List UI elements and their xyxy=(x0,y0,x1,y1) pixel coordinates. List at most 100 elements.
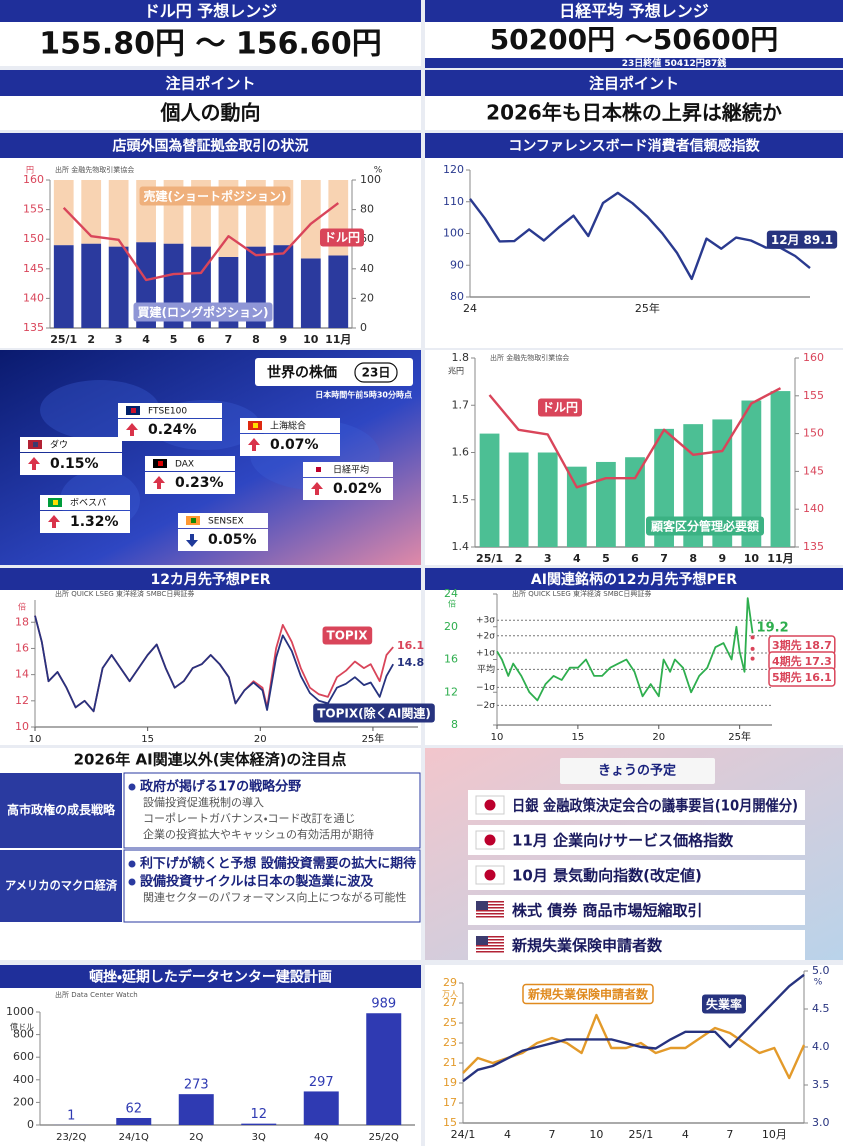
y-tick-label: 1.7 xyxy=(452,398,470,411)
y-tick-label: 16 xyxy=(15,641,29,654)
y2-tick-label: 20 xyxy=(360,291,374,304)
forecast-dot xyxy=(750,635,755,640)
x-tick-label: 4 xyxy=(142,333,150,346)
source-note: 出所 金融先物取引業協会 xyxy=(55,165,134,174)
flag-us-canton xyxy=(476,936,488,945)
row-label-cell xyxy=(0,773,122,848)
arrow-up xyxy=(126,423,138,436)
forecast-name: 5期先 xyxy=(772,670,802,684)
focus-panel xyxy=(425,96,843,130)
schedule-item xyxy=(468,825,805,855)
stock-change: 0.23% xyxy=(175,475,224,491)
y2-tick-label: 150 xyxy=(803,427,824,440)
schedule-item xyxy=(468,895,805,925)
x-tick-label: 25/2Q xyxy=(369,1132,399,1143)
x-tick-label: 10 xyxy=(744,552,760,565)
y-tick-label: 25 xyxy=(443,1016,457,1029)
bar xyxy=(53,180,74,246)
y-tick-label: 160 xyxy=(23,173,44,186)
source-note: 出所 Data Center Watch xyxy=(55,990,138,999)
y2-tick-label: 135 xyxy=(803,540,824,553)
chart-header xyxy=(425,568,843,590)
y-axis-label: 万人 xyxy=(442,990,458,999)
flag-mark xyxy=(53,500,58,505)
y-tick-label: 80 xyxy=(450,290,464,303)
x-tick-label: 25年 xyxy=(362,732,385,745)
x-tick-label: 3Q xyxy=(252,1132,266,1143)
bar-value-label: 273 xyxy=(184,1078,209,1093)
flag-mark xyxy=(191,518,196,523)
y-tick-label: 400 xyxy=(13,1073,34,1086)
row-label: 高市政権の成長戦略 xyxy=(7,802,116,817)
series-label: 失業率 xyxy=(706,997,742,1012)
y-tick-label: 1.4 xyxy=(452,540,470,553)
reference-label: −2σ xyxy=(476,701,495,711)
y-tick-label: 600 xyxy=(13,1050,34,1063)
schedule-text: 株式 債券 商品市場短縮取引 xyxy=(512,902,702,920)
end-annotation: 12月 89.1 xyxy=(771,233,833,247)
schedule-title-box xyxy=(560,758,715,784)
end-value-label: 14.8 xyxy=(397,656,424,669)
label-box xyxy=(133,302,273,322)
y-tick-label: 155 xyxy=(23,203,44,216)
stock-value-row xyxy=(20,453,122,475)
series-line xyxy=(462,973,805,1083)
flag-us-stripe xyxy=(476,945,504,947)
y-tick-label: 19 xyxy=(443,1076,457,1089)
row-label: アメリカのマクロ経済 xyxy=(5,878,118,893)
y2-tick-label: 80 xyxy=(360,203,374,216)
chart-header xyxy=(0,965,421,988)
schedule-text: 新規失業保険申請者数 xyxy=(511,937,663,955)
stock-name: SENSEX xyxy=(208,517,244,527)
bar xyxy=(273,245,294,328)
x-tick-label: 24/1 xyxy=(451,1128,476,1141)
y-axis-label: 兆円 xyxy=(448,366,464,376)
reference-label: +2σ xyxy=(476,631,495,641)
x-tick-label: 3 xyxy=(115,333,123,346)
bar xyxy=(741,400,762,547)
point-detail: コーポレートガバナンス・コード改訂を通じ xyxy=(143,812,356,825)
forecast-label: 5期先 16.1 xyxy=(772,670,832,684)
x-tick-label: 10 xyxy=(589,1128,603,1141)
y2-tick-label: 3.5 xyxy=(812,1078,830,1091)
label-box xyxy=(319,228,365,247)
x-tick-label: 15 xyxy=(572,732,585,743)
stock-change: 1.32% xyxy=(70,514,119,530)
bullet xyxy=(128,783,136,791)
note-strip xyxy=(425,58,843,68)
y-tick-label: 23 xyxy=(443,1036,457,1049)
y-tick-label: 8 xyxy=(451,718,458,731)
chart-header xyxy=(0,133,421,158)
schedule-item xyxy=(468,790,805,820)
y-tick-label: 100 xyxy=(443,227,464,240)
x-tick-label: 10 xyxy=(29,734,42,745)
flag-us-stripe xyxy=(476,913,504,915)
x-tick-label: 7 xyxy=(660,552,668,565)
bullet xyxy=(128,878,136,886)
y-tick-label: 12 xyxy=(15,694,29,707)
y-tick-label: 27 xyxy=(443,996,457,1009)
bar-value-label: 989 xyxy=(371,997,396,1012)
bar xyxy=(300,180,321,259)
y-tick-label: 17 xyxy=(443,1096,457,1109)
series-line xyxy=(496,597,754,702)
label-box xyxy=(139,186,291,206)
bar xyxy=(770,391,791,547)
flag-us-stripe xyxy=(476,939,504,941)
bar-value-label: 12 xyxy=(250,1107,267,1122)
end-value-label: 16.1 xyxy=(397,639,424,652)
schedule-title: きょうの予定 xyxy=(598,763,676,779)
y-tick-label: 10 xyxy=(15,720,29,733)
stock-name: ボベスパ xyxy=(70,498,106,509)
x-tick-label: 5 xyxy=(602,552,610,565)
label-box xyxy=(313,703,435,723)
y2-tick-label: 160 xyxy=(803,351,824,364)
focus-panel xyxy=(0,96,421,130)
forecast-value: 17.3 xyxy=(805,655,832,668)
x-tick-label: 8 xyxy=(689,552,697,565)
y-tick-label: 16 xyxy=(444,653,458,666)
chart-title: 店頭外国為替証拠金取引の状況 xyxy=(113,138,309,155)
x-tick-label: 25/1 xyxy=(476,552,503,565)
annotation-date: 12月 xyxy=(771,233,800,247)
